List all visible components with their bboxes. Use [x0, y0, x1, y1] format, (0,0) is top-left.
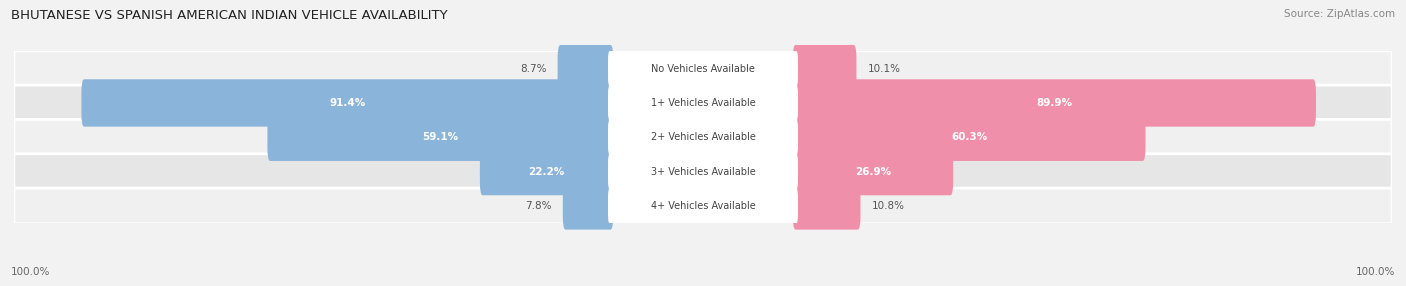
- Text: 10.1%: 10.1%: [868, 64, 900, 74]
- Text: 3+ Vehicles Available: 3+ Vehicles Available: [651, 167, 755, 176]
- FancyBboxPatch shape: [609, 51, 797, 86]
- FancyBboxPatch shape: [562, 182, 613, 230]
- FancyBboxPatch shape: [609, 120, 797, 155]
- Text: 60.3%: 60.3%: [950, 132, 987, 142]
- FancyBboxPatch shape: [793, 45, 856, 92]
- Text: 22.2%: 22.2%: [529, 167, 565, 176]
- Text: 100.0%: 100.0%: [1355, 267, 1395, 277]
- Text: No Vehicles Available: No Vehicles Available: [651, 64, 755, 74]
- Text: 1+ Vehicles Available: 1+ Vehicles Available: [651, 98, 755, 108]
- FancyBboxPatch shape: [609, 154, 797, 189]
- FancyBboxPatch shape: [267, 114, 613, 161]
- Text: 7.8%: 7.8%: [526, 201, 551, 211]
- FancyBboxPatch shape: [609, 86, 797, 120]
- Text: 91.4%: 91.4%: [329, 98, 366, 108]
- FancyBboxPatch shape: [793, 114, 1146, 161]
- FancyBboxPatch shape: [14, 85, 1392, 121]
- FancyBboxPatch shape: [14, 154, 1392, 189]
- FancyBboxPatch shape: [82, 79, 613, 127]
- FancyBboxPatch shape: [558, 45, 613, 92]
- Text: Source: ZipAtlas.com: Source: ZipAtlas.com: [1284, 9, 1395, 19]
- FancyBboxPatch shape: [14, 120, 1392, 155]
- Text: 26.9%: 26.9%: [855, 167, 891, 176]
- Text: BHUTANESE VS SPANISH AMERICAN INDIAN VEHICLE AVAILABILITY: BHUTANESE VS SPANISH AMERICAN INDIAN VEH…: [11, 9, 449, 21]
- FancyBboxPatch shape: [479, 148, 613, 195]
- FancyBboxPatch shape: [14, 188, 1392, 224]
- Text: 59.1%: 59.1%: [422, 132, 458, 142]
- Text: 10.8%: 10.8%: [872, 201, 904, 211]
- Text: 4+ Vehicles Available: 4+ Vehicles Available: [651, 201, 755, 211]
- Text: 89.9%: 89.9%: [1036, 98, 1073, 108]
- FancyBboxPatch shape: [793, 79, 1316, 127]
- FancyBboxPatch shape: [793, 148, 953, 195]
- Text: 100.0%: 100.0%: [11, 267, 51, 277]
- FancyBboxPatch shape: [609, 188, 797, 223]
- Text: 2+ Vehicles Available: 2+ Vehicles Available: [651, 132, 755, 142]
- FancyBboxPatch shape: [793, 182, 860, 230]
- Text: 8.7%: 8.7%: [520, 64, 547, 74]
- FancyBboxPatch shape: [14, 51, 1392, 86]
